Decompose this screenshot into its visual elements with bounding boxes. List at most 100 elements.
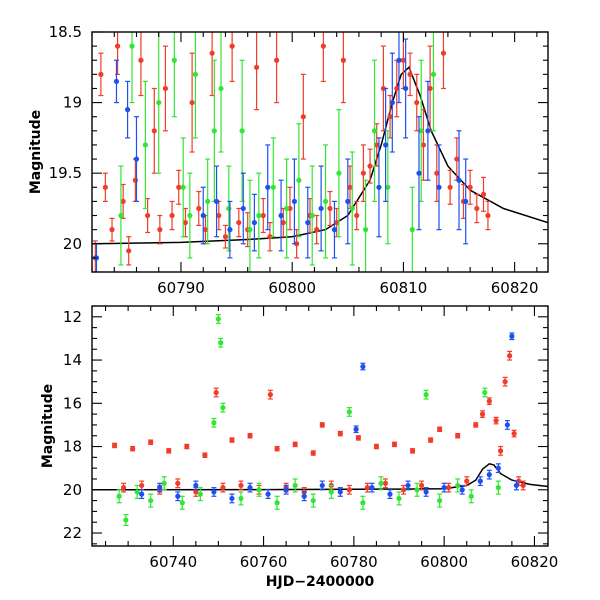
data-point xyxy=(270,184,276,190)
data-point xyxy=(434,170,440,176)
data-point xyxy=(254,64,260,70)
data-point xyxy=(425,128,431,134)
data-point xyxy=(222,234,229,240)
data-point xyxy=(387,114,393,120)
data-point xyxy=(337,430,343,437)
x-tick-label: 60780 xyxy=(330,553,378,571)
data-point xyxy=(113,78,120,85)
data-point xyxy=(511,430,517,437)
data-point xyxy=(509,333,515,339)
data-point xyxy=(274,57,280,63)
data-point xyxy=(132,177,138,183)
data-point xyxy=(145,212,151,219)
y-tick-label: 20 xyxy=(63,481,82,499)
data-point xyxy=(216,212,222,219)
data-point xyxy=(467,184,473,190)
top-panel-data-layer xyxy=(92,32,548,272)
data-point xyxy=(121,485,127,491)
data-point xyxy=(440,50,447,56)
data-point xyxy=(409,448,416,454)
y-tick-label: 19 xyxy=(63,94,82,112)
data-point xyxy=(171,57,177,63)
data-point xyxy=(283,487,289,493)
data-point xyxy=(202,227,209,233)
data-point xyxy=(502,379,508,385)
data-point xyxy=(218,85,224,92)
data-point xyxy=(220,405,226,411)
y-tick-label: 20 xyxy=(63,235,82,253)
data-point xyxy=(430,71,437,77)
data-point xyxy=(396,57,402,63)
data-point xyxy=(463,198,469,205)
data-point xyxy=(238,495,244,502)
bottom-series-green xyxy=(116,314,501,527)
data-point xyxy=(265,491,271,497)
data-point xyxy=(480,191,487,197)
data-point xyxy=(364,485,371,491)
data-point xyxy=(428,437,434,443)
data-point xyxy=(360,500,366,506)
data-point xyxy=(213,198,220,205)
data-point xyxy=(197,491,203,497)
data-point xyxy=(265,184,271,190)
data-point xyxy=(314,227,320,233)
data-point xyxy=(346,487,352,493)
data-point xyxy=(349,205,355,212)
data-point xyxy=(418,482,425,489)
data-point xyxy=(134,489,140,495)
data-point xyxy=(238,482,244,489)
data-point xyxy=(371,128,378,134)
data-point xyxy=(520,482,526,489)
data-point xyxy=(495,485,501,491)
data-point xyxy=(296,177,302,183)
data-point xyxy=(300,114,306,120)
y-tick-label: 16 xyxy=(63,394,82,412)
data-point xyxy=(129,43,135,49)
data-point xyxy=(455,433,461,439)
data-point xyxy=(189,99,195,106)
data-point xyxy=(156,99,162,106)
data-point xyxy=(169,212,175,219)
data-point xyxy=(247,433,253,439)
top-panel-axes: 60790 60800 60810 60820 18.5 19 19.5 20 xyxy=(49,23,548,297)
data-point xyxy=(176,184,182,190)
data-point xyxy=(468,493,474,499)
data-point xyxy=(267,392,273,398)
data-point xyxy=(507,353,513,359)
data-point xyxy=(360,363,366,370)
data-point xyxy=(260,212,266,219)
y-tick-label: 14 xyxy=(63,351,82,369)
data-point xyxy=(473,422,479,428)
data-point xyxy=(209,50,215,56)
data-point xyxy=(420,142,427,148)
data-point xyxy=(477,478,483,484)
data-point xyxy=(373,443,380,450)
y-tick-label: 18 xyxy=(63,438,82,456)
data-point xyxy=(227,227,233,233)
data-point xyxy=(456,177,462,183)
top-series-red xyxy=(92,32,491,272)
data-point xyxy=(211,420,217,426)
data-point xyxy=(162,85,169,92)
data-point xyxy=(102,184,108,190)
data-point xyxy=(374,142,380,148)
data-point xyxy=(280,219,286,226)
data-point xyxy=(98,71,104,77)
data-point xyxy=(474,205,480,212)
data-point xyxy=(441,485,447,491)
data-point xyxy=(247,227,253,233)
data-point xyxy=(394,85,400,92)
data-point xyxy=(423,489,429,495)
data-point xyxy=(369,485,375,491)
data-point xyxy=(211,489,217,495)
data-point xyxy=(396,495,402,502)
data-point xyxy=(157,485,163,491)
bottom-panel-full-light-curve: 60740 60760 60780 60800 60820 12 14 16 18 20 22 Ma… xyxy=(40,305,558,590)
data-point xyxy=(247,485,253,491)
x-tick-label: 60740 xyxy=(149,553,197,571)
data-point xyxy=(148,497,154,504)
data-point xyxy=(319,482,325,489)
data-point xyxy=(130,446,136,452)
data-point xyxy=(133,156,140,162)
